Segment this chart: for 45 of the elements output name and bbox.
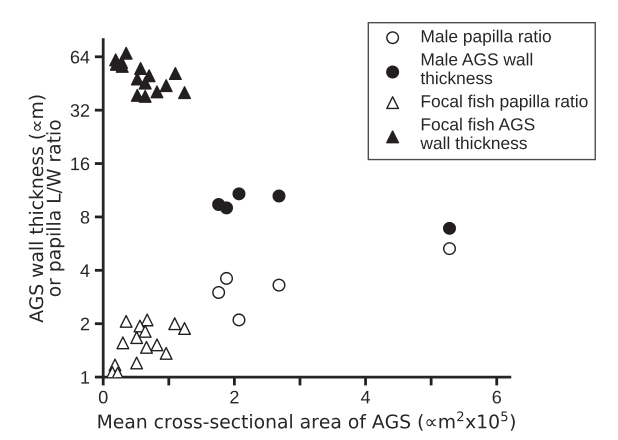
point: [134, 62, 148, 75]
point: [160, 346, 173, 360]
point: [220, 272, 234, 285]
point: [130, 331, 144, 344]
legend-label: Male papilla ratio: [422, 30, 551, 46]
point: [168, 67, 182, 80]
y-tick-label: 64: [70, 50, 90, 64]
point: [150, 338, 164, 352]
point: [116, 336, 130, 350]
x-tick-label: 2: [230, 390, 238, 404]
x-tick-label: 0: [98, 390, 108, 404]
y-tick-label: 8: [80, 210, 90, 224]
y-tick-label: 1: [81, 371, 90, 384]
legend-label: Male AGS wall thickness: [420, 52, 532, 84]
point: [272, 189, 286, 202]
point: [150, 85, 164, 98]
point: [232, 313, 246, 326]
point: [138, 324, 152, 338]
legend-label: Focal fish AGS wall thickness: [420, 118, 534, 150]
x-axis-title: Mean cross-sectional area of AGS (∝m$^{2}$x10$^{5}$): [98, 411, 515, 431]
x-tick-label: 4: [360, 390, 370, 404]
point: [272, 278, 286, 292]
point: [443, 242, 456, 256]
y-tick-label: 4: [80, 264, 90, 277]
y-tick-label: 16: [71, 157, 90, 170]
point: [140, 313, 154, 326]
x-tick-label: 6: [492, 390, 501, 404]
point: [140, 340, 153, 354]
point: [120, 46, 133, 60]
legend-label: Focal fish papilla ratio: [422, 94, 588, 111]
point: [138, 90, 152, 103]
y-tick-label: 32: [70, 104, 90, 117]
point: [160, 79, 173, 92]
y-tick-label: 2: [80, 318, 90, 330]
point: [130, 356, 144, 370]
point: [232, 187, 246, 200]
y-axis-title: AGS wall thickness (∝m) or papilla L/W ratio: [28, 95, 64, 323]
point: [443, 222, 456, 235]
point: [168, 317, 182, 330]
point: [178, 86, 192, 100]
point: [138, 76, 152, 90]
point: [120, 314, 133, 328]
point: [220, 201, 234, 214]
point: [212, 286, 226, 299]
point: [178, 322, 192, 335]
